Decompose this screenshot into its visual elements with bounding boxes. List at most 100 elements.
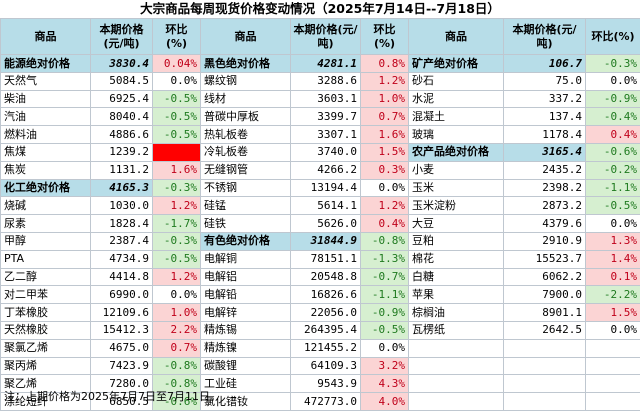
price-value: 5626.0 xyxy=(291,215,361,233)
change-value: -0.5% xyxy=(153,250,201,268)
change-value: -0.5% xyxy=(586,197,640,215)
header-price-3: 本期价格(元/吨) xyxy=(504,19,586,55)
change-value: 0.0% xyxy=(586,321,640,339)
change-value: 1.5% xyxy=(361,143,409,161)
price-value: 4165.3 xyxy=(91,179,153,197)
change-value: 1.0% xyxy=(153,304,201,322)
change-value: 0.3% xyxy=(361,161,409,179)
change-value: -0.3% xyxy=(153,179,201,197)
price-value: 9543.9 xyxy=(291,375,361,393)
change-value: 0.0% xyxy=(361,179,409,197)
price-value: 264395.4 xyxy=(291,321,361,339)
price-value: 16826.6 xyxy=(291,286,361,304)
commodity-name: 能源绝对价格 xyxy=(1,55,91,73)
change-value: 1.6% xyxy=(361,126,409,144)
header-name-2: 商品 xyxy=(201,19,291,55)
commodity-name: 不锈钢 xyxy=(201,179,291,197)
change-value: -1.7% xyxy=(153,215,201,233)
price-value: 4675.0 xyxy=(91,339,153,357)
price-value: 4281.1 xyxy=(291,55,361,73)
change-value: 4.3% xyxy=(361,375,409,393)
change-value: 1.2% xyxy=(153,268,201,286)
change-value: 0.8% xyxy=(361,55,409,73)
price-value: 2387.4 xyxy=(91,232,153,250)
price-value: 3288.6 xyxy=(291,72,361,90)
change-value xyxy=(586,393,640,411)
commodity-name: 棉花 xyxy=(409,250,504,268)
price-value: 4266.2 xyxy=(291,161,361,179)
commodity-name: 瓦楞纸 xyxy=(409,321,504,339)
price-value: 2910.9 xyxy=(504,232,586,250)
change-value: 1.5% xyxy=(586,304,640,322)
report-title: 大宗商品每周现货价格变动情况（2025年7月14日--7月18日） xyxy=(0,0,640,18)
commodity-name: 农产品绝对价格 xyxy=(409,143,504,161)
price-value xyxy=(504,339,586,357)
change-value: -1.1% xyxy=(586,179,640,197)
commodity-name: 热轧板卷 xyxy=(201,126,291,144)
commodity-name: 棕榈油 xyxy=(409,304,504,322)
price-value: 4379.6 xyxy=(504,215,586,233)
commodity-name: 对二甲苯 xyxy=(1,286,91,304)
price-value: 4886.6 xyxy=(91,126,153,144)
price-value xyxy=(504,393,586,411)
commodity-name: 小麦 xyxy=(409,161,504,179)
change-value: 0.7% xyxy=(153,339,201,357)
change-value xyxy=(586,375,640,393)
commodity-name: 丁苯橡胶 xyxy=(1,304,91,322)
commodity-name: 玻璃 xyxy=(409,126,504,144)
commodity-name: 天然橡胶 xyxy=(1,321,91,339)
commodity-name: 电解铝 xyxy=(201,268,291,286)
commodity-name: 甲醇 xyxy=(1,232,91,250)
commodity-name xyxy=(409,357,504,375)
price-value: 1828.4 xyxy=(91,215,153,233)
change-value: -0.6% xyxy=(586,143,640,161)
change-value: -0.5% xyxy=(153,126,201,144)
price-value: 8040.4 xyxy=(91,108,153,126)
change-value: -1.1% xyxy=(361,286,409,304)
header-name-3: 商品 xyxy=(409,19,504,55)
price-value: 5614.1 xyxy=(291,197,361,215)
price-value: 6925.4 xyxy=(91,90,153,108)
price-value: 15412.3 xyxy=(91,321,153,339)
change-value xyxy=(586,357,640,375)
price-value: 13194.4 xyxy=(291,179,361,197)
commodity-name: 苹果 xyxy=(409,286,504,304)
commodity-name: 硅锰 xyxy=(201,197,291,215)
change-value: 1.2% xyxy=(361,72,409,90)
commodity-name: 豆粕 xyxy=(409,232,504,250)
price-value: 8901.1 xyxy=(504,304,586,322)
price-value: 121455.2 xyxy=(291,339,361,357)
price-table: 商品 本期价格(元/吨) 环比(%) 商品 本期价格(元/吨) 环比(%) 商品… xyxy=(0,18,640,411)
commodity-name: 燃料油 xyxy=(1,126,91,144)
price-value: 1131.2 xyxy=(91,161,153,179)
price-value: 2642.5 xyxy=(504,321,586,339)
commodity-name: 大豆 xyxy=(409,215,504,233)
change-value: 2.2% xyxy=(153,321,201,339)
change-value: 0.04% xyxy=(153,55,201,73)
price-value: 4414.8 xyxy=(91,268,153,286)
change-value: 3.2% xyxy=(361,357,409,375)
commodity-name: 硅铁 xyxy=(201,215,291,233)
price-value: 7900.0 xyxy=(504,286,586,304)
commodity-name: 砂石 xyxy=(409,72,504,90)
change-value: 0.0% xyxy=(361,339,409,357)
price-value: 7423.9 xyxy=(91,357,153,375)
commodity-name: 精炼锡 xyxy=(201,321,291,339)
change-value: 0.4% xyxy=(586,126,640,144)
price-value: 106.7 xyxy=(504,55,586,73)
commodity-name: 焦炭 xyxy=(1,161,91,179)
price-value: 3165.4 xyxy=(504,143,586,161)
price-value: 15523.7 xyxy=(504,250,586,268)
price-value: 2873.2 xyxy=(504,197,586,215)
change-value: 1.2% xyxy=(361,197,409,215)
commodity-name: 水泥 xyxy=(409,90,504,108)
commodity-name xyxy=(409,393,504,411)
commodity-name: 玉米淀粉 xyxy=(409,197,504,215)
